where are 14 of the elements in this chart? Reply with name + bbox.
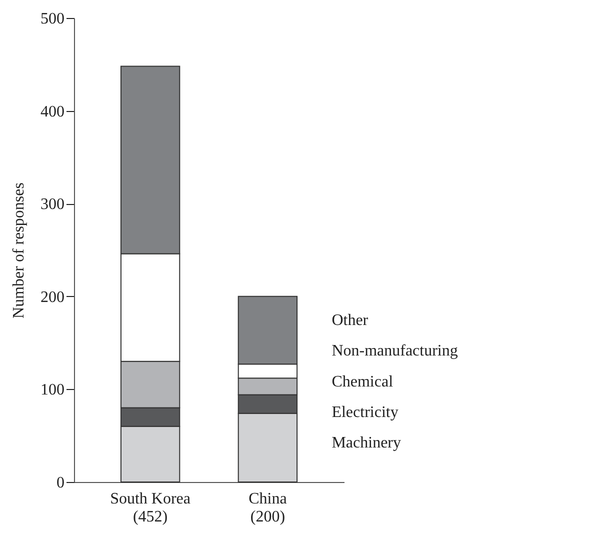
text: Non-manufacturing bbox=[332, 342, 458, 360]
y-axis-title: Number of responses bbox=[10, 182, 28, 318]
y-tick-label: 200 bbox=[40, 288, 64, 306]
y-tick-label: 100 bbox=[40, 382, 64, 399]
y-tick-label: 400 bbox=[40, 103, 64, 120]
x-tick-label: China (200) bbox=[248, 490, 287, 526]
y-tick-label: 0 bbox=[56, 474, 64, 492]
text: Electricity bbox=[332, 404, 398, 421]
text: Machinery bbox=[332, 434, 402, 452]
text: Other bbox=[332, 312, 369, 330]
x-tick-label: South Korea (452) bbox=[110, 490, 191, 526]
y-tick-label: 500 bbox=[40, 10, 64, 28]
y-tick-label: 300 bbox=[40, 196, 64, 214]
text: Chemical bbox=[332, 373, 394, 390]
